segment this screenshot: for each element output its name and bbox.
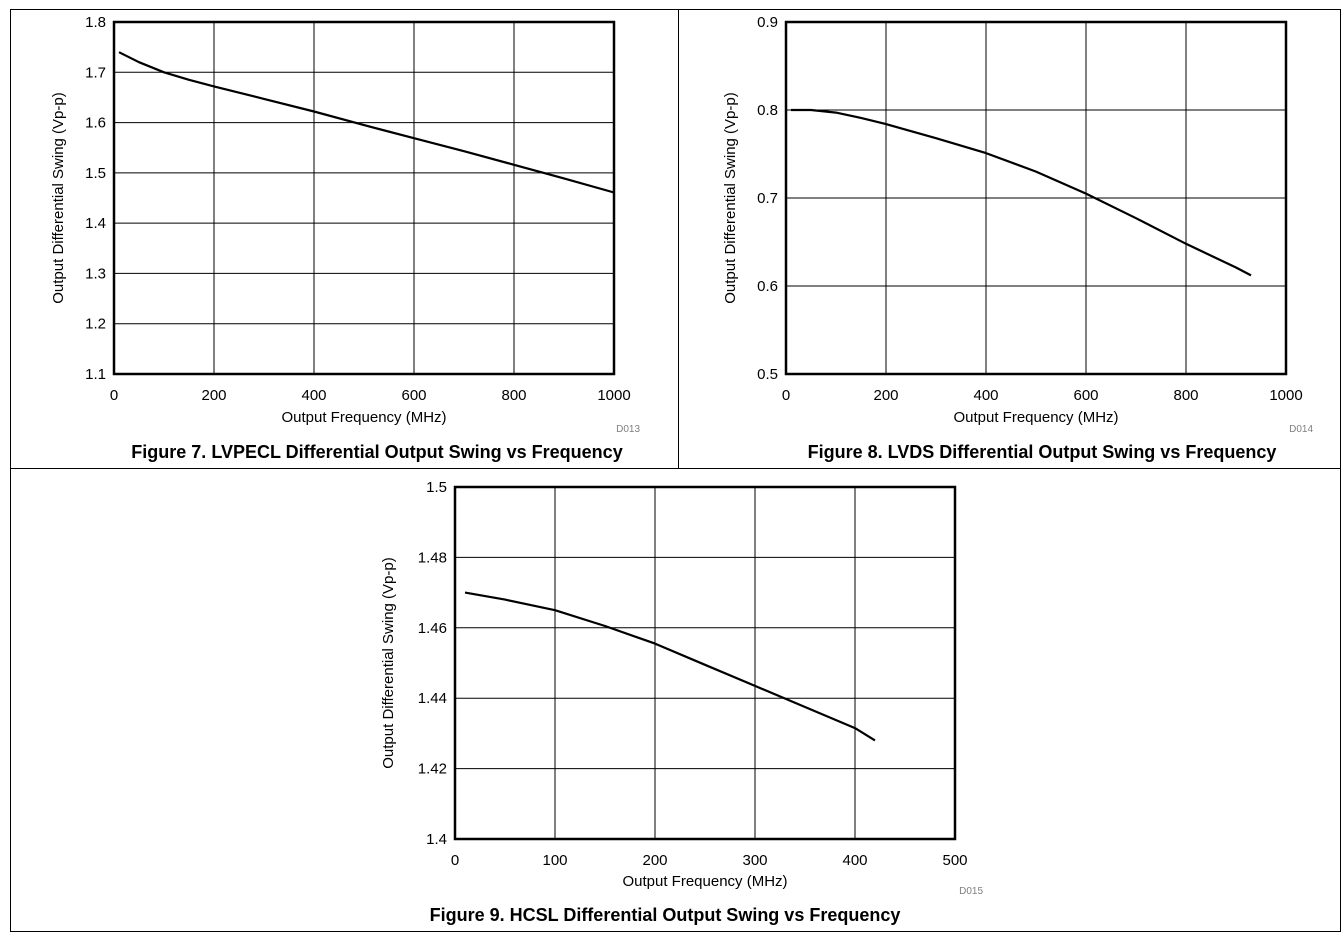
fig8-y-tick-label: 0.7 (757, 190, 778, 207)
fig7-y-tick-label: 1.3 (85, 265, 106, 282)
fig7-x-tick-label: 800 (501, 387, 526, 404)
fig8-y-tick-label: 0.5 (757, 366, 778, 383)
fig7-x-tick-label: 0 (110, 387, 118, 404)
fig9-caption: Figure 9. HCSL Differential Output Swing… (430, 905, 901, 925)
fig9-y-tick-label: 1.48 (418, 549, 447, 566)
fig8-y-tick-label: 0.6 (757, 278, 778, 295)
fig7-x-tick-label: 400 (301, 387, 326, 404)
fig9-y-tick-label: 1.44 (418, 690, 447, 707)
fig8-x-tick-label: 600 (1073, 387, 1098, 404)
fig8-x-tick-label: 1000 (1269, 387, 1302, 404)
fig8-y-tick-label: 0.8 (757, 102, 778, 119)
fig9-x-tick-label: 400 (842, 852, 867, 869)
fig9-y-tick-label: 1.5 (426, 479, 447, 496)
fig7-y-tick-label: 1.5 (85, 165, 106, 182)
fig8-series-line (791, 108, 1252, 277)
fig8-x-tick-label: 200 (873, 387, 898, 404)
fig7-x-tick-label: 200 (201, 387, 226, 404)
fig8-x-tick-label: 0 (782, 387, 790, 404)
fig9-y-tick-label: 1.4 (426, 831, 447, 848)
fig7-y-tick-label: 1.4 (85, 215, 106, 232)
fig9-y-tick-label: 1.46 (418, 620, 447, 637)
fig7-x-axis-label: Output Frequency (MHz) (281, 409, 446, 426)
fig7-x-tick-label: 1000 (597, 387, 630, 404)
fig9-x-tick-label: 300 (742, 852, 767, 869)
fig7-y-tick-label: 1.6 (85, 115, 106, 132)
fig8-caption: Figure 8. LVDS Differential Output Swing… (808, 442, 1277, 462)
fig8-x-tick-label: 800 (1173, 387, 1198, 404)
fig8-x-tick-label: 400 (973, 387, 998, 404)
fig7-x-tick-label: 600 (401, 387, 426, 404)
fig9-x-axis-label: Output Frequency (MHz) (622, 873, 787, 890)
fig9-plot-border (453, 485, 957, 841)
fig9-x-tick-label: 0 (451, 852, 459, 869)
fig8-y-axis-label: Output Differential Swing (Vp-p) (722, 92, 739, 304)
fig9-x-tick-label: 100 (542, 852, 567, 869)
fig7-y-axis-label: Output Differential Swing (Vp-p) (50, 92, 67, 304)
fig9-x-tick-label: 200 (642, 852, 667, 869)
fig7-y-tick-label: 1.7 (85, 64, 106, 81)
fig9-y-tick-label: 1.42 (418, 761, 447, 778)
fig9-figure-code: D015 (959, 886, 983, 897)
fig7-caption: Figure 7. LVPECL Differential Output Swi… (131, 442, 622, 462)
fig7-series-line (118, 51, 615, 194)
fig9-series-line (464, 591, 876, 742)
fig7-y-tick-label: 1.1 (85, 366, 106, 383)
fig9-x-tick-label: 500 (942, 852, 967, 869)
fig8-y-tick-label: 0.9 (757, 14, 778, 31)
fig7-figure-code: D013 (616, 424, 640, 435)
fig8-figure-code: D014 (1289, 424, 1313, 435)
fig7-y-tick-label: 1.2 (85, 316, 106, 333)
fig9-y-axis-label: Output Differential Swing (Vp-p) (380, 557, 397, 769)
fig7-plot-border (112, 20, 616, 376)
fig8-plot-border (784, 20, 1288, 376)
fig8-x-axis-label: Output Frequency (MHz) (953, 409, 1118, 426)
fig7-y-tick-label: 1.8 (85, 14, 106, 31)
